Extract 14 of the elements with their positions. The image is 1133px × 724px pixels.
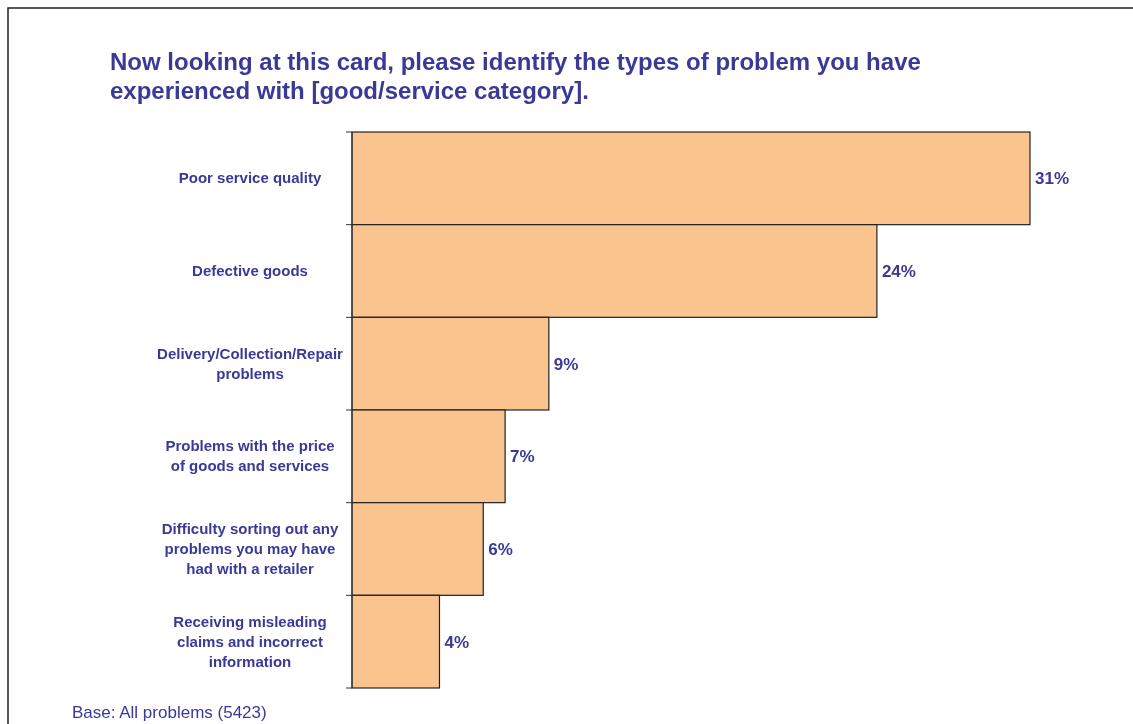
y-tick-label: Poor service quality [178, 169, 322, 187]
data-label: 24% [881, 262, 916, 281]
y-tick-label: Defective goods [192, 262, 308, 279]
data-label: 31% [1035, 169, 1070, 189]
data-label: 7% [510, 447, 535, 467]
data-label: 4% [444, 632, 470, 652]
y-tick-label: Problems with the price of goods and services [165, 437, 335, 475]
y-tick-label: Difficulty sorting out any problems you may have had with a retailer [161, 520, 339, 577]
chart-title: Now looking at this card, please identify the types of problem you have experienced with [good/service category]. [110, 48, 921, 104]
data-label: 6% [488, 540, 513, 559]
y-tick-label: Delivery/Collection/Repair problems [157, 344, 344, 382]
data-label: 9% [553, 354, 579, 374]
y-tick-label: Receiving misleading claims and incorrect information [173, 612, 327, 670]
text: Base: All problems (5423) [72, 703, 267, 722]
